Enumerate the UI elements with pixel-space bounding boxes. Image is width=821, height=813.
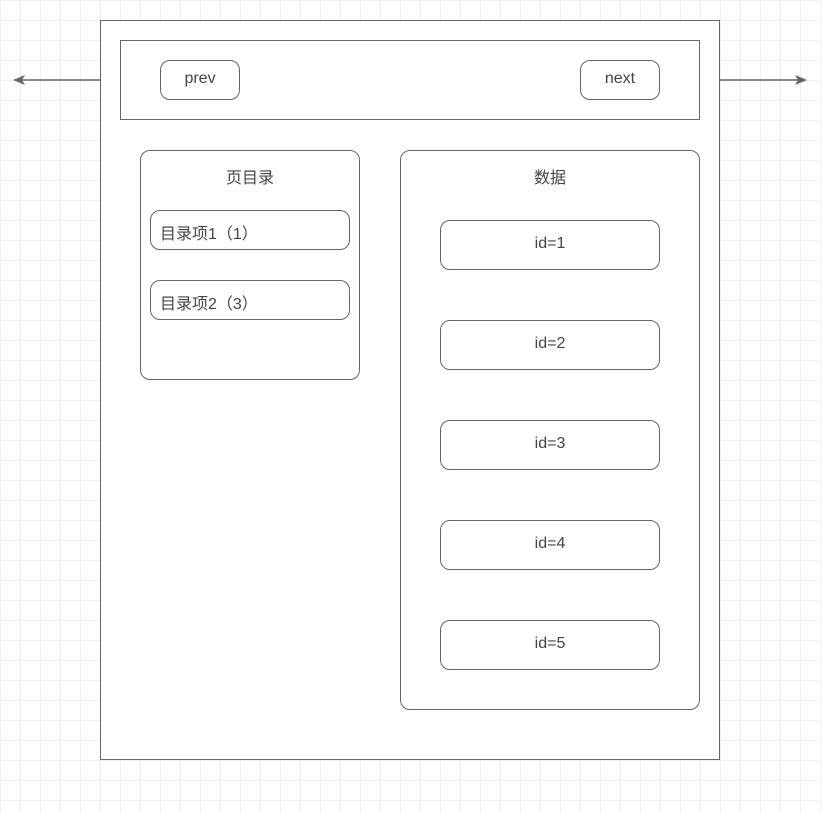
data-node-label: id=4 [440, 535, 660, 553]
data-node-label: id=2 [440, 335, 660, 353]
directory-title: 页目录 [140, 164, 360, 188]
directory-item-label: 目录项2（3） [160, 290, 340, 314]
data-node-label: id=5 [440, 635, 660, 653]
prev-label: prev [160, 70, 240, 88]
directory-item-label: 目录项1（1） [160, 220, 340, 244]
data-node-label: id=3 [440, 435, 660, 453]
data-node-label: id=1 [440, 235, 660, 253]
next-label: next [580, 70, 660, 88]
data-title: 数据 [400, 164, 700, 188]
